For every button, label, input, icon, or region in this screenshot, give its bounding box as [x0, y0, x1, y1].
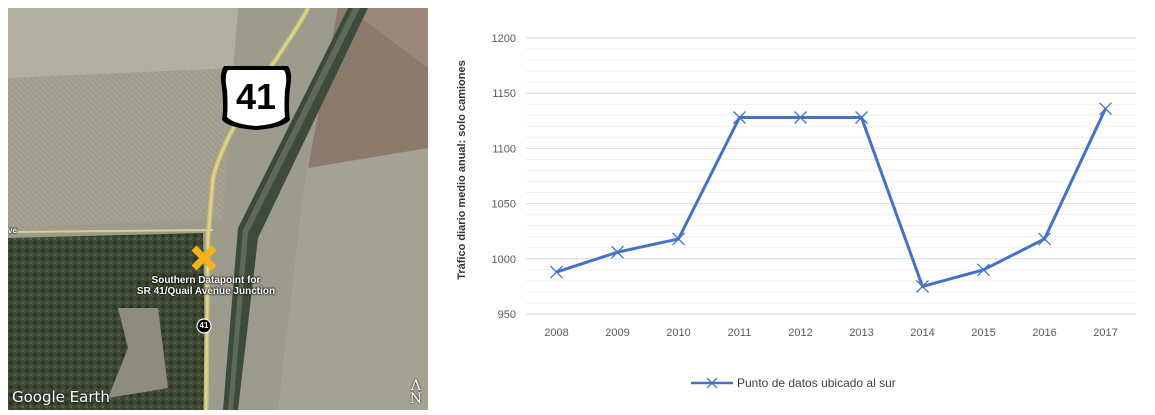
x-tick-label: 2008: [544, 327, 568, 339]
data-point-marker: [733, 111, 746, 124]
y-tick-label: 1050: [492, 199, 516, 211]
data-point-marker: [550, 265, 563, 279]
data-point-marker: [855, 111, 868, 124]
x-tick-label: 2013: [849, 327, 873, 339]
data-point-marker: [1099, 102, 1112, 116]
data-point-marker: [916, 279, 929, 293]
legend-label: Punto de datos ubicado al sur: [737, 376, 896, 390]
us-41-shield: 41: [235, 76, 277, 117]
x-tick-label: 2009: [605, 327, 629, 339]
data-point-marker: [611, 245, 624, 259]
y-tick-labels: 950 1000 1050 1100 1150 1200: [492, 33, 516, 321]
north-arrow-icon: Λ N: [409, 378, 422, 407]
datapoint-marker: [191, 245, 217, 271]
series-line-path: [556, 108, 1107, 288]
route-marker: 41: [199, 321, 209, 330]
satellite-map: 41 41 ve Southern Datapoint for SR 41/Qu…: [8, 8, 428, 410]
datapoint-label-line2: SR 41/Quail Avenue Junction: [136, 286, 276, 297]
data-point-marker: [1038, 232, 1051, 246]
data-point-marker: [977, 263, 990, 277]
series-markers: [550, 102, 1112, 293]
legend: Punto de datos ubicado al sur: [691, 376, 896, 390]
x-tick-label: 2016: [1032, 327, 1056, 339]
north-letter: N: [409, 391, 422, 407]
datapoint-label: Southern Datapoint for SR 41/Quail Avenu…: [126, 275, 286, 297]
y-tick-label: 1150: [492, 88, 516, 100]
y-axis-title: Tráfico diario medio anual: solo camione…: [456, 60, 468, 279]
map-imagery: [8, 8, 428, 410]
legend-marker-icon: [706, 377, 718, 389]
x-tick-labels: 2008 2009 2010 2011 2012 2013 2014 2015 2016 2017: [544, 327, 1117, 339]
data-point-marker: [794, 111, 807, 124]
traffic-chart: 950 1000 1050 1100 1150 1200 2008 2009 2010 2011…: [436, 8, 1155, 410]
x-tick-label: 2012: [788, 327, 812, 339]
x-tick-label: 2011: [728, 327, 752, 339]
edge-road-label: ve: [8, 226, 17, 235]
y-tick-label: 950: [498, 309, 516, 321]
x-tick-label: 2014: [910, 327, 934, 339]
series-line: [556, 108, 1107, 288]
x-tick-label: 2017: [1093, 327, 1117, 339]
y-tick-label: 1200: [492, 33, 516, 45]
gridlines: [526, 37, 1136, 315]
data-point-marker: [672, 232, 685, 246]
y-tick-label: 1000: [492, 254, 516, 266]
google-earth-logo: Google Earth: [12, 388, 110, 406]
line-chart: 950 1000 1050 1100 1150 1200 2008 2009 2010 2011…: [456, 33, 1136, 390]
datapoint-label-line1: Southern Datapoint for: [151, 275, 261, 286]
x-tick-label: 2010: [666, 327, 690, 339]
y-tick-label: 1100: [492, 143, 516, 155]
x-tick-label: 2015: [971, 327, 995, 339]
